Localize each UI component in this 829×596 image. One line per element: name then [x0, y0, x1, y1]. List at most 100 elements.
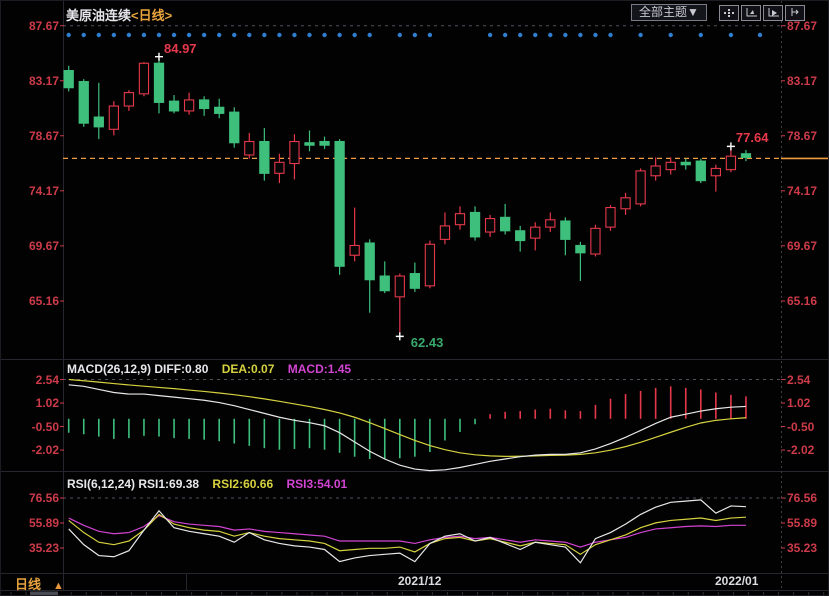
price-axis-label-right: 87.67 [787, 18, 818, 33]
rsi-axis-label-right: 76.56 [787, 491, 818, 505]
candle-body [575, 244, 586, 254]
session-dot [757, 32, 763, 38]
session-dot [412, 32, 418, 38]
candle-body [665, 161, 676, 171]
candle-body [740, 153, 752, 158]
session-dot [367, 32, 372, 38]
macd-axis-label-left: -0.50 [31, 419, 59, 434]
timeline-scrollbar-thumb[interactable] [30, 591, 58, 596]
candle-body [409, 273, 420, 289]
rsi3-line [68, 514, 746, 548]
candle-body [499, 216, 511, 232]
candle-body [334, 140, 345, 267]
session-dot [728, 32, 734, 38]
session-dot [502, 32, 508, 38]
price-axis-label-right: 65.16 [787, 293, 818, 308]
price-axis-label-left: 83.17 [28, 73, 59, 88]
candle-body [620, 197, 631, 210]
session-dot [247, 32, 252, 38]
session-dot [111, 32, 117, 38]
session-dot [322, 32, 327, 38]
rsi-axis-label-right: 35.23 [787, 541, 818, 555]
candle-body [153, 62, 165, 103]
theme-dropdown-label: 全部主题 [639, 5, 688, 19]
pan-right-icon[interactable] [785, 5, 805, 21]
session-dot [201, 32, 207, 38]
price-axis-label-left: 69.67 [28, 238, 59, 253]
candle-body [138, 62, 150, 95]
extreme-price-label: 84.97 [164, 40, 197, 56]
candle-body [78, 81, 89, 124]
candle-body [244, 140, 255, 156]
macd-axis-label-left: 1.02 [35, 396, 59, 411]
session-dot [548, 32, 553, 38]
candle-body [123, 92, 135, 107]
session-dot [171, 32, 177, 38]
session-dot [96, 32, 102, 38]
session-dot [186, 32, 192, 38]
price-axis-label-left: 74.17 [28, 183, 59, 198]
candle-body [710, 167, 721, 177]
candle-body [168, 100, 180, 112]
candle-body [439, 225, 451, 240]
axis-play-icon[interactable] [763, 5, 783, 21]
session-dot [262, 32, 267, 38]
candle-body [199, 99, 210, 110]
candle-body [289, 140, 300, 165]
crosshair-icon[interactable] [719, 5, 739, 21]
session-dot [593, 32, 598, 38]
candle-body [635, 170, 646, 205]
rsi-axis-label-left: 35.23 [28, 541, 59, 555]
date-axis-label: 2022/01 [715, 574, 759, 588]
candle-body [108, 105, 119, 130]
period-selector[interactable]: 日线 ▲ [15, 574, 64, 593]
candle-body [469, 211, 481, 238]
candle-body [650, 165, 661, 177]
candle-body [259, 140, 270, 174]
macd-dea-line [68, 378, 746, 457]
session-dot [337, 32, 342, 38]
rsi2-value: RSI2:60.66 [212, 477, 274, 491]
session-dot [608, 32, 613, 38]
candle-body [214, 106, 225, 114]
price-axis-label-left: 87.67 [28, 18, 59, 33]
date-axis-label: 2021/12 [398, 574, 442, 588]
period-tag: <日线> [131, 8, 173, 23]
session-dot [563, 32, 568, 38]
session-dot [232, 32, 237, 38]
price-marker-cross [395, 332, 404, 341]
theme-dropdown[interactable]: 全部主题▼ [631, 4, 707, 21]
session-dot [698, 32, 703, 38]
candle-body [484, 218, 496, 233]
candle-body [454, 213, 466, 226]
price-axis-label-right: 83.17 [787, 73, 818, 88]
macd-axis-label-right: 1.02 [787, 396, 811, 411]
candle-body [530, 226, 541, 239]
up-triangle-icon: ▲ [53, 580, 64, 592]
rsi-axis-label-left: 55.89 [28, 516, 59, 530]
rsi3-value: RSI3:54.01 [286, 477, 348, 491]
candle-body [695, 160, 706, 182]
candle-body [590, 227, 601, 255]
candle-body [229, 111, 240, 144]
candle-body [725, 155, 737, 171]
price-axis-label-left: 65.16 [28, 293, 59, 308]
session-dot [352, 32, 357, 38]
macd-title: MACD(26,12,9) DIFF:0.80 [67, 362, 209, 376]
session-dot [307, 32, 312, 38]
chevron-down-icon: ▼ [687, 5, 699, 19]
axis-scale-icon[interactable] [741, 5, 761, 21]
symbol-name: 美原油连续 [66, 8, 132, 23]
chart-title: 美原油连续<日线> [66, 5, 172, 24]
macd-axis-label-right: 2.54 [787, 372, 811, 387]
candle-body [424, 243, 436, 287]
macd-macd-value: MACD:1.45 [287, 362, 352, 376]
candle-body [394, 275, 405, 298]
macd-axis-label-right: -0.50 [787, 419, 815, 434]
candle-body [304, 142, 315, 146]
rsi-title: RSI(6,12,24) RSI1:69.38 [67, 477, 200, 491]
candle-body [364, 242, 375, 281]
macd-indicator-row: MACD(26,12,9) DIFF:0.80 DEA:0.07 MACD:1.… [67, 362, 351, 376]
